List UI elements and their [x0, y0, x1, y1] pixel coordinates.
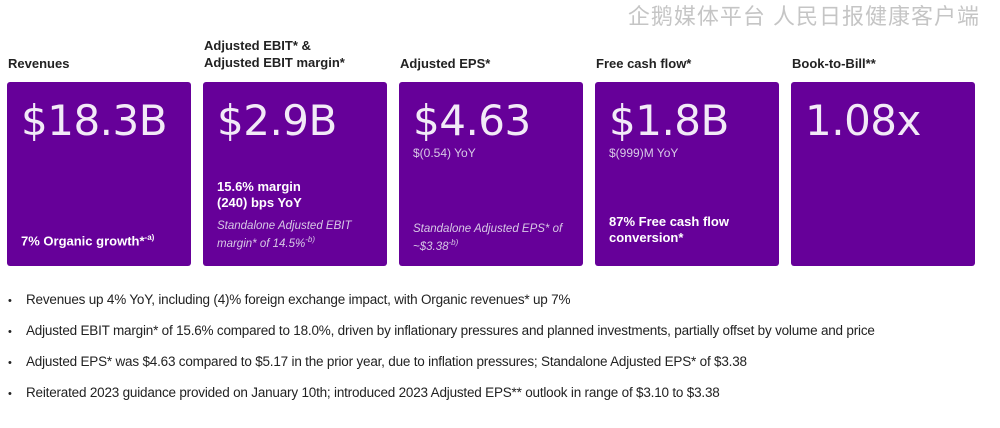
fcf-conversion: 87% Free cash flow conversion* — [609, 214, 729, 245]
eps-yoy: $(0.54) YoY — [413, 146, 476, 160]
bullet-item: Adjusted EBIT margin* of 15.6% compared … — [8, 315, 875, 346]
fcf-value: $1.8B — [609, 96, 729, 145]
revenues-note: 7% Organic growth*-a) — [21, 233, 155, 249]
ebit-standalone: Standalone Adjusted EBIT margin* of 14.5%… — [217, 220, 352, 250]
card-revenues: $18.3B 7% Organic growth*-a) — [7, 82, 191, 266]
label-eps: Adjusted EPS* — [400, 56, 491, 71]
eps-value: $4.63 — [413, 96, 531, 145]
bullet-list: Revenues up 4% YoY, including (4)% forei… — [8, 284, 875, 408]
revenues-value: $18.3B — [21, 96, 168, 145]
label-ebit-line1: Adjusted EBIT* & — [204, 38, 311, 53]
bullet-item: Reiterated 2023 guidance provided on Jan… — [8, 377, 875, 408]
label-fcf: Free cash flow* — [596, 56, 692, 71]
label-ebit: Adjusted EBIT* & Adjusted EBIT margin* — [204, 37, 345, 71]
label-revenues: Revenues — [8, 56, 70, 71]
card-eps: $4.63 $(0.54) YoY Standalone Adjusted EP… — [399, 82, 583, 266]
eps-standalone: Standalone Adjusted EPS* of ~$3.38-b) — [413, 223, 563, 253]
btb-value: 1.08x — [805, 96, 921, 145]
ebit-margin: 15.6% margin (240) bps YoY — [217, 179, 302, 210]
fcf-yoy: $(999)M YoY — [609, 146, 679, 160]
label-btb: Book-to-Bill** — [792, 56, 876, 71]
card-btb: 1.08x — [791, 82, 975, 266]
watermark: 企鹅媒体平台 人民日报健康客户端 — [627, 4, 980, 29]
card-fcf: $1.8B $(999)M YoY 87% Free cash flow conv… — [595, 82, 779, 266]
ebit-value: $2.9B — [217, 96, 337, 145]
card-ebit: $2.9B 15.6% margin (240) bps YoY Standalo… — [203, 82, 387, 266]
label-ebit-line2: Adjusted EBIT margin* — [204, 55, 345, 70]
bullet-item: Adjusted EPS* was $4.63 compared to $5.1… — [8, 346, 875, 377]
bullet-item: Revenues up 4% YoY, including (4)% forei… — [8, 284, 875, 315]
